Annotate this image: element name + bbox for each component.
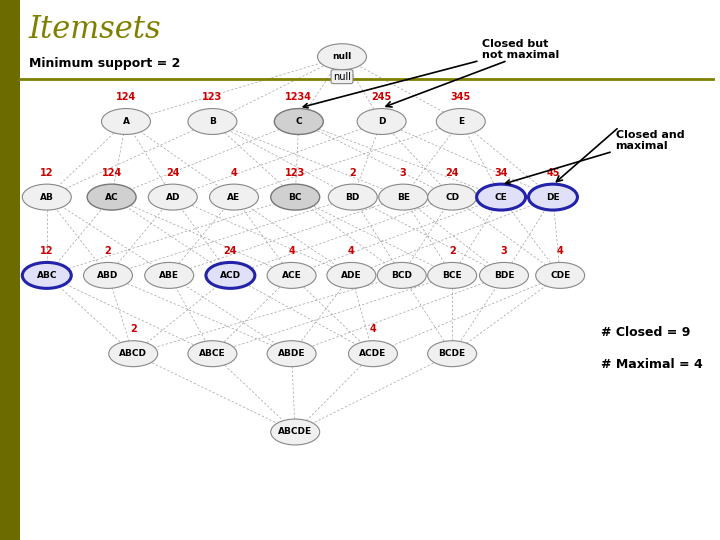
Text: 124: 124 — [116, 92, 136, 102]
Text: AC: AC — [105, 193, 118, 201]
Text: 45: 45 — [546, 167, 559, 178]
Text: ABE: ABE — [159, 271, 179, 280]
Text: BCDE: BCDE — [438, 349, 466, 358]
Text: 4: 4 — [230, 167, 238, 178]
Text: 4: 4 — [288, 246, 295, 256]
Ellipse shape — [480, 262, 528, 288]
Ellipse shape — [274, 109, 323, 134]
Text: BCE: BCE — [442, 271, 462, 280]
Text: 2: 2 — [130, 324, 137, 334]
Text: AD: AD — [166, 193, 180, 201]
Text: 3: 3 — [400, 167, 407, 178]
Text: DE: DE — [546, 193, 559, 201]
Ellipse shape — [327, 262, 376, 288]
Text: ABCD: ABCD — [120, 349, 147, 358]
Text: null: null — [333, 52, 351, 61]
Ellipse shape — [188, 109, 237, 134]
Text: 124: 124 — [102, 167, 122, 178]
Text: BCD: BCD — [391, 271, 413, 280]
Text: ABC: ABC — [37, 271, 57, 280]
Text: 2: 2 — [449, 246, 456, 256]
Ellipse shape — [348, 341, 397, 367]
Ellipse shape — [428, 341, 477, 367]
Ellipse shape — [271, 419, 320, 445]
Text: BE: BE — [397, 193, 410, 201]
Text: 245: 245 — [372, 92, 392, 102]
Text: BC: BC — [289, 193, 302, 201]
Text: 4: 4 — [348, 246, 355, 256]
Text: A: A — [122, 117, 130, 126]
Ellipse shape — [109, 341, 158, 367]
Text: E: E — [458, 117, 464, 126]
Ellipse shape — [188, 341, 237, 367]
Text: 3: 3 — [500, 246, 508, 256]
Ellipse shape — [84, 262, 132, 288]
Text: 123: 123 — [202, 92, 222, 102]
Ellipse shape — [379, 184, 428, 210]
Ellipse shape — [428, 184, 477, 210]
Ellipse shape — [377, 262, 426, 288]
Ellipse shape — [357, 109, 406, 134]
Text: AE: AE — [228, 193, 240, 201]
Text: CE: CE — [495, 193, 508, 201]
Ellipse shape — [145, 262, 194, 288]
Ellipse shape — [267, 262, 316, 288]
Text: C: C — [295, 117, 302, 126]
Text: 12: 12 — [40, 167, 53, 178]
Text: 4: 4 — [557, 246, 564, 256]
Text: # Maximal = 4: # Maximal = 4 — [601, 358, 703, 371]
Ellipse shape — [318, 44, 366, 70]
Ellipse shape — [148, 184, 197, 210]
Text: 2: 2 — [104, 246, 112, 256]
Text: ACE: ACE — [282, 271, 302, 280]
Text: 345: 345 — [451, 92, 471, 102]
Ellipse shape — [328, 184, 377, 210]
Ellipse shape — [102, 109, 150, 134]
Ellipse shape — [428, 262, 477, 288]
Text: ACDE: ACDE — [359, 349, 387, 358]
Text: Itemsets: Itemsets — [29, 14, 161, 44]
Text: ABD: ABD — [97, 271, 119, 280]
Text: CD: CD — [445, 193, 459, 201]
Ellipse shape — [536, 262, 585, 288]
Text: BD: BD — [346, 193, 360, 201]
Ellipse shape — [271, 184, 320, 210]
Text: ACD: ACD — [220, 271, 241, 280]
Text: 123: 123 — [285, 167, 305, 178]
Text: CDE: CDE — [550, 271, 570, 280]
Text: ABCE: ABCE — [199, 349, 225, 358]
Text: ABDE: ABDE — [278, 349, 305, 358]
Text: AB: AB — [40, 193, 54, 201]
Ellipse shape — [436, 109, 485, 134]
Text: 1234: 1234 — [285, 92, 312, 102]
Ellipse shape — [22, 184, 71, 210]
Text: 34: 34 — [495, 167, 508, 178]
Ellipse shape — [206, 262, 255, 288]
Bar — [0, 0, 20, 540]
Text: Closed but
not maximal: Closed but not maximal — [303, 39, 559, 108]
Text: Minimum support = 2: Minimum support = 2 — [29, 57, 180, 70]
Text: 24: 24 — [224, 246, 237, 256]
Text: null: null — [333, 72, 351, 82]
Text: 24: 24 — [446, 167, 459, 178]
Text: Closed and
maximal: Closed and maximal — [505, 130, 684, 184]
Text: 12: 12 — [40, 246, 53, 256]
Ellipse shape — [22, 262, 71, 288]
Text: ABCDE: ABCDE — [278, 428, 312, 436]
Text: 2: 2 — [349, 167, 356, 178]
Ellipse shape — [210, 184, 258, 210]
Text: 24: 24 — [166, 167, 179, 178]
Ellipse shape — [528, 184, 577, 210]
Ellipse shape — [87, 184, 136, 210]
Text: D: D — [378, 117, 385, 126]
Text: # Closed = 9: # Closed = 9 — [601, 326, 690, 339]
Ellipse shape — [267, 341, 316, 367]
Text: BDE: BDE — [494, 271, 514, 280]
Text: B: B — [209, 117, 216, 126]
Ellipse shape — [477, 184, 526, 210]
Text: 4: 4 — [369, 324, 377, 334]
Text: ADE: ADE — [341, 271, 361, 280]
